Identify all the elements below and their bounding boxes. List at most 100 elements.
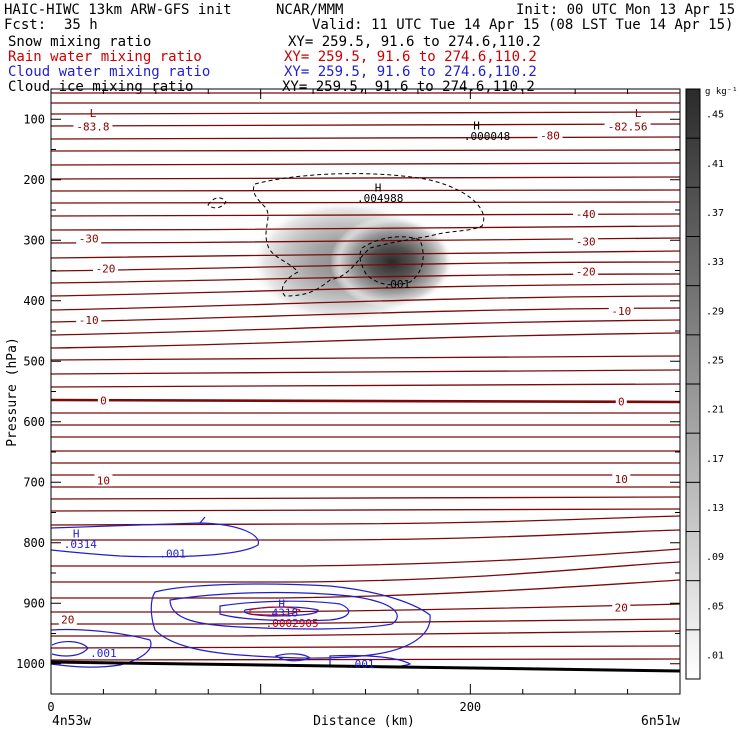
y-tick-label: 1000 bbox=[16, 657, 45, 671]
isotherm-label: 10 bbox=[615, 473, 628, 486]
isotherm-label-bg bbox=[615, 395, 627, 408]
extremum-label: H bbox=[375, 182, 382, 195]
y-axis-title: Pressure (hPa) bbox=[5, 337, 20, 447]
extremum-label: H bbox=[73, 528, 80, 541]
extrema-labels: L LH.000048H.004988.001H.0314.001H.4318.0… bbox=[64, 107, 642, 671]
colorbar-tick-label: .17 bbox=[706, 454, 724, 465]
isotherm-label-bg bbox=[76, 313, 102, 326]
isotherm-label-bg bbox=[612, 473, 631, 486]
extremum-label: .001 bbox=[384, 278, 411, 291]
terrain-line bbox=[51, 660, 680, 673]
isotherm-label-bg bbox=[76, 232, 102, 245]
isotherm-label-bg bbox=[573, 265, 599, 278]
extremum-label: .4318 bbox=[265, 606, 298, 619]
isotherm-label-bg bbox=[97, 394, 109, 407]
isotherm-label-bg bbox=[612, 601, 631, 614]
extremum-label: .001 bbox=[90, 647, 117, 660]
isotherm-label: 10 bbox=[97, 474, 110, 487]
rain-contours bbox=[249, 606, 301, 616]
isotherm-label: 20 bbox=[615, 601, 628, 614]
isotherm-label-bg bbox=[604, 120, 651, 133]
isotherm-label-bg bbox=[58, 613, 77, 626]
colorbar-tick-label: .29 bbox=[706, 306, 724, 317]
isotherm-label-bg bbox=[94, 474, 113, 487]
extremum-label: .001 bbox=[159, 548, 186, 561]
colorbar-tick-label: .05 bbox=[706, 601, 724, 612]
colorbar-tick-labels: .45 .41 .37 .33 .29 .25 .21 .17 .13 .09 .05 .01 bbox=[706, 110, 724, 662]
field-xy-cloud-water: XY= 259.5, 91.6 to 274.6,110.2 bbox=[284, 64, 537, 80]
x-tick-label: 200 bbox=[459, 700, 481, 714]
colorbar-unit: g kg⁻¹ bbox=[705, 87, 738, 97]
colorbar-tick-label: .09 bbox=[706, 552, 724, 563]
y-axis-tick-labels: 100 200 300 400 500 600 700 800 900 1000 bbox=[16, 112, 45, 671]
field-xy-cloud-ice: XY= 259.5, 91.6 to 274.6,110.2 bbox=[282, 79, 535, 95]
y-tick-label: 900 bbox=[23, 596, 45, 610]
isotherm-label-bg bbox=[608, 304, 634, 317]
extremum-label: .0314 bbox=[64, 538, 97, 551]
isotherm-label-bg bbox=[537, 129, 563, 142]
x-start-label: 4n53w bbox=[52, 714, 91, 729]
x-axis-tick-labels: 0 200 bbox=[47, 700, 481, 714]
isotherm-label-bg bbox=[73, 120, 113, 133]
isotherm-label: -40 bbox=[576, 208, 596, 221]
colorbar-tick-label: .13 bbox=[706, 503, 724, 514]
isotherm-lines bbox=[51, 92, 680, 661]
extremum-label: .001 bbox=[348, 658, 375, 671]
isotherm-label: -82.56 bbox=[608, 120, 648, 133]
extremum-label: L bbox=[90, 107, 97, 120]
y-tick-label: 100 bbox=[23, 112, 45, 126]
colorbar-segments bbox=[686, 137, 700, 631]
field-xy-snow: XY= 259.5, 91.6 to 274.6,110.2 bbox=[288, 34, 541, 50]
y-axis-ticks bbox=[51, 118, 680, 665]
init-time: Init: 00 UTC Mon 13 Apr 15 bbox=[516, 2, 736, 18]
isotherm-label: -10 bbox=[611, 305, 631, 318]
field-name-cloud-ice: Cloud ice mixing ratio bbox=[8, 79, 194, 95]
y-tick-label: 200 bbox=[23, 173, 45, 187]
isotherm-label: 0 bbox=[618, 396, 625, 409]
isotherm-label: -80 bbox=[540, 129, 560, 142]
extremum-label: .0002905 bbox=[266, 617, 319, 630]
extremum-label: .000048 bbox=[464, 130, 510, 143]
cloud-ice-contours bbox=[207, 173, 485, 297]
x-end-label: 6n51w bbox=[641, 714, 680, 729]
isotherm-label: -10 bbox=[79, 314, 99, 327]
field-name-snow: Snow mixing ratio bbox=[8, 34, 152, 50]
isotherm-label-bg bbox=[93, 262, 119, 275]
y-tick-label: 400 bbox=[23, 294, 45, 308]
extremum-label: .004988 bbox=[357, 192, 403, 205]
colorbar-tick-label: .37 bbox=[706, 208, 724, 219]
y-tick-label: 700 bbox=[23, 475, 45, 489]
fcst-value: 35 h bbox=[64, 17, 98, 33]
isotherm-label: -20 bbox=[576, 266, 596, 279]
isotherm-label: -20 bbox=[96, 263, 116, 276]
x-axis-ticks bbox=[102, 89, 629, 694]
y-tick-label: 500 bbox=[23, 354, 45, 368]
valid-time: Valid: 11 UTC Tue 14 Apr 15 (08 LST Tue … bbox=[312, 17, 734, 33]
y-tick-label: 800 bbox=[23, 536, 45, 550]
snow-shading-core bbox=[330, 216, 454, 308]
isotherm-label: 20 bbox=[61, 613, 74, 626]
colorbar-tick-label: .41 bbox=[706, 159, 724, 170]
extremum-label: H bbox=[473, 119, 480, 132]
field-xy-rain: XY= 259.5, 91.6 to 274.6,110.2 bbox=[284, 49, 537, 65]
model-title: HAIC-HIWC 13km ARW-GFS init bbox=[4, 2, 232, 18]
extremum-label: H bbox=[278, 597, 285, 610]
field-name-cloud-water: Cloud water mixing ratio bbox=[8, 64, 211, 80]
extremum-label: L bbox=[635, 107, 642, 120]
isotherm-label: -30 bbox=[576, 235, 596, 248]
field-name-rain: Rain water mixing ratio bbox=[8, 49, 202, 65]
isotherm-label-bg bbox=[573, 208, 599, 221]
colorbar-tick-label: .45 bbox=[706, 110, 724, 121]
colorbar-tick-label: .33 bbox=[706, 257, 724, 268]
isotherm-labels: -83.8 -82.56 -80 -40 -30 -30 -20 -20 -10 -10 0 0 10 1… bbox=[58, 120, 651, 626]
colorbar-tick-label: .21 bbox=[706, 405, 724, 416]
y-tick-label: 600 bbox=[23, 415, 45, 429]
x-tick-label: 0 bbox=[47, 700, 54, 714]
org-label: NCAR/MMM bbox=[276, 2, 344, 18]
cloud-water-contours bbox=[51, 516, 431, 668]
isotherm-label: -83.8 bbox=[76, 120, 109, 133]
y-tick-label: 300 bbox=[23, 233, 45, 247]
x-axis-title: Distance (km) bbox=[313, 714, 415, 729]
colorbar-tick-label: .25 bbox=[706, 355, 724, 366]
